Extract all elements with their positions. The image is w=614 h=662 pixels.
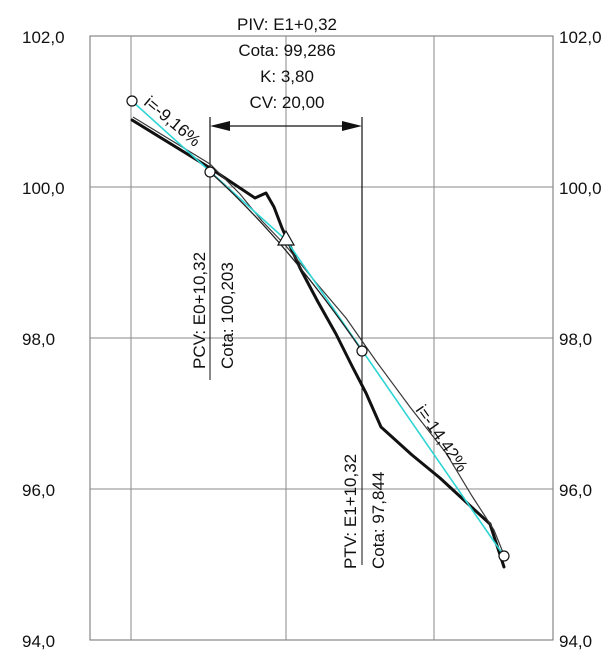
right-tick-label: 96,0: [559, 481, 592, 500]
terrain-profile-line: [130, 118, 506, 569]
ptv-station-label: PTV: E1+10,32: [341, 454, 360, 569]
pcv-station-label: PCV: E0+10,32: [190, 252, 209, 369]
pcv-label-block: PCV: E0+10,32 Cota: 100,203: [190, 252, 237, 369]
left-tick-label: 94,0: [22, 632, 55, 651]
right-axis: 102,0 100,0 98,0 96,0 94,0: [559, 28, 602, 651]
ptv-elevation-label: Cota: 97,844: [369, 472, 388, 569]
curve-length-dimension: [209, 117, 363, 351]
piv-elevation-label: Cota: 99,286: [238, 41, 335, 60]
pcv-elevation-label: Cota: 100,203: [218, 262, 237, 369]
grade-tangent-line: [131, 100, 505, 557]
vertical-curve-line: [209, 171, 363, 352]
right-tick-label: 100,0: [559, 179, 602, 198]
piv-curve-length-label: CV: 20,00: [250, 93, 325, 112]
pcv-point-marker: [204, 166, 216, 178]
existing-ground-line: [132, 116, 507, 561]
left-tick-label: 102,0: [22, 28, 65, 47]
dimension-arrow-left: [210, 121, 230, 131]
start-point-marker: [126, 95, 138, 107]
grade-label-1: i=-9,16%: [140, 93, 204, 151]
ptv-label-block: PTV: E1+10,32 Cota: 97,844: [341, 454, 388, 569]
left-axis: 102,0 100,0 98,0 96,0 94,0: [22, 28, 65, 651]
piv-label-block: PIV: E1+0,32 Cota: 99,286 K: 3,80 CV: 20…: [237, 15, 337, 112]
left-tick-label: 98,0: [22, 330, 55, 349]
left-tick-label: 96,0: [22, 481, 55, 500]
grid: [89, 35, 554, 641]
piv-station-label: PIV: E1+0,32: [237, 15, 337, 34]
right-tick-label: 102,0: [559, 28, 602, 47]
piv-triangle-marker: [276, 229, 296, 246]
right-tick-label: 98,0: [559, 330, 592, 349]
ptv-point-marker: [356, 345, 368, 357]
left-tick-label: 100,0: [22, 179, 65, 198]
piv-k-label: K: 3,80: [260, 67, 314, 86]
end-point-marker: [498, 550, 510, 562]
dimension-arrow-right: [342, 121, 362, 131]
right-tick-label: 94,0: [559, 632, 592, 651]
